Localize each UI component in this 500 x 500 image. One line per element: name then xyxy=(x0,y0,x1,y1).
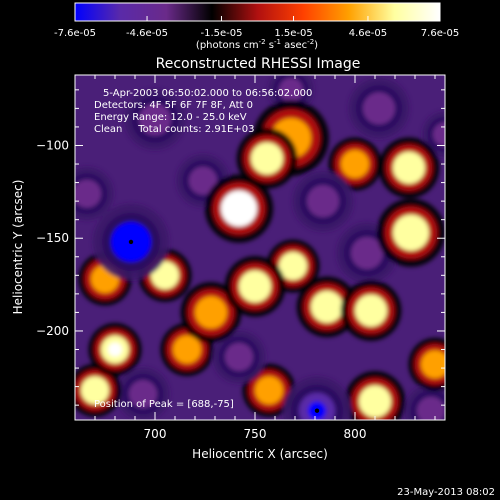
annotation-energy-range: Energy Range: 12.0 - 25.0 keV xyxy=(94,112,247,123)
peak-marker xyxy=(128,239,134,245)
heatmap-blob xyxy=(189,166,217,195)
y-axis: −100 −150 −200 xyxy=(36,89,445,406)
colorbar-tick-label: -7.6e-05 xyxy=(54,28,96,39)
colorbar-strip xyxy=(74,2,441,22)
colorbar-tick-label: -1.5e-05 xyxy=(200,28,242,39)
heatmap-blob xyxy=(307,185,339,218)
heatmap-image xyxy=(75,75,445,420)
heatmap-blob xyxy=(81,376,109,405)
heatmap-blob xyxy=(359,385,391,418)
heatmap-blob xyxy=(421,350,445,379)
heatmap-blob xyxy=(139,103,171,136)
heatmap-blob xyxy=(239,270,271,303)
colorbar-tick-label: 1.5e-05 xyxy=(274,28,312,39)
annotations: 5-Apr-2003 06:50:02.000 to 06:56:02.000 … xyxy=(94,88,312,410)
y-tick-label: −150 xyxy=(36,231,69,245)
colorbar-ticks: -7.6e-05 -4.6e-05 -1.5e-05 1.5e-05 4.6e-05 7.… xyxy=(54,16,459,39)
peak-marker xyxy=(314,408,320,413)
heatmap-blob xyxy=(351,237,383,270)
y-tick-label: −200 xyxy=(36,324,69,338)
colorbar: -7.6e-05 -4.6e-05 -1.5e-05 1.5e-05 4.6e-05 7.… xyxy=(54,2,459,51)
y-tick-label: −100 xyxy=(36,138,69,152)
heatmap-blob xyxy=(355,294,387,327)
annotation-clean-counts: Clean Total counts: 2.91E+03 xyxy=(94,124,254,135)
plot-frame xyxy=(74,74,446,421)
colorbar-unit-label: (photons cm-2 s-1 asec-2) xyxy=(196,38,318,51)
heatmap-blob xyxy=(393,214,429,251)
plot-area xyxy=(74,74,446,421)
heatmap-blob xyxy=(225,342,253,371)
annotation-peak-position: Position of Peak = [688,-75] xyxy=(94,399,234,410)
heatmap-blob xyxy=(311,290,343,323)
peak-markers xyxy=(128,239,320,413)
heatmap-blob xyxy=(255,376,283,405)
heatmap-blob xyxy=(129,380,157,409)
heatmap-blob-core xyxy=(230,199,248,218)
chart-title: Reconstructed RHESSI Image xyxy=(156,56,361,72)
heatmap-blob xyxy=(433,122,445,147)
x-axis-label: Heliocentric X (arcsec) xyxy=(192,447,328,461)
heatmap-blob xyxy=(195,296,227,329)
heatmap-blob xyxy=(363,92,395,125)
colorbar-tick-label: 7.6e-05 xyxy=(421,28,459,39)
heatmap-blob xyxy=(173,335,201,364)
x-axis: 700 750 800 xyxy=(74,75,436,441)
heatmap-blob xyxy=(279,252,307,281)
colorbar-tick-label: 4.6e-05 xyxy=(349,28,387,39)
heatmap-blob-core xyxy=(108,342,122,357)
heatmap-blob xyxy=(341,150,369,179)
heatmap-blob xyxy=(279,77,303,102)
annotation-detectors: Detectors: 4F 5F 6F 7F 8F, Att 0 xyxy=(94,100,253,111)
heatmap-blob xyxy=(251,142,283,175)
annotation-time-range: 5-Apr-2003 06:50:02.000 to 06:56:02.000 xyxy=(103,88,312,99)
colorbar-tick-label: -4.6e-05 xyxy=(126,28,168,39)
x-tick-label: 700 xyxy=(144,427,167,441)
heatmap-blob xyxy=(417,396,445,420)
heatmap-blob xyxy=(393,151,425,184)
x-tick-label: 750 xyxy=(244,427,267,441)
footer-date: 23-May-2013 08:02 xyxy=(397,487,495,498)
x-tick-label: 800 xyxy=(344,427,367,441)
y-axis-label: Heliocentric Y (arcsec) xyxy=(11,180,25,315)
heatmap-blob xyxy=(75,179,101,208)
